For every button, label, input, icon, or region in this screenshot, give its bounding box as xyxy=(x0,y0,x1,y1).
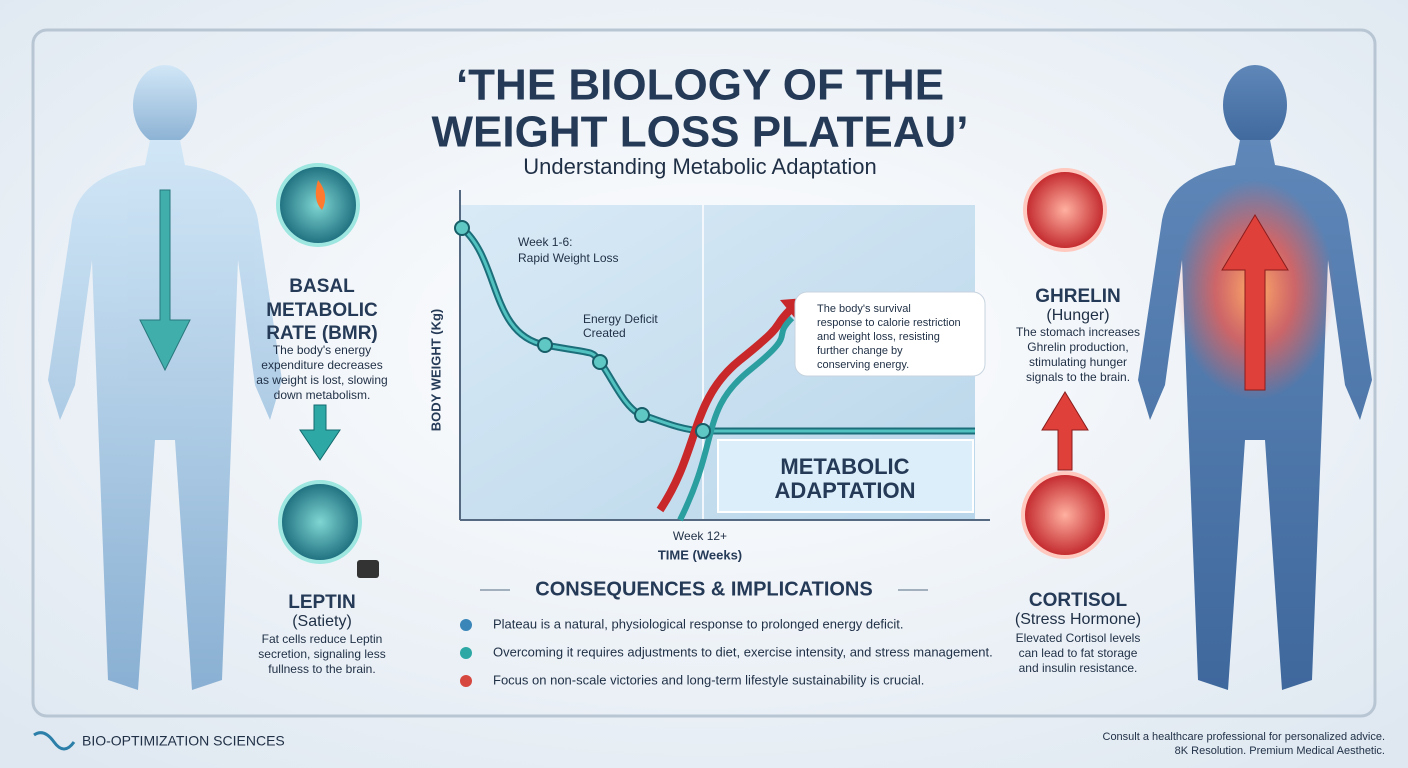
cortisol-text: and insulin resistance. xyxy=(1019,661,1138,675)
callout-text: response to calorie restriction xyxy=(817,317,961,329)
right-figure xyxy=(1138,65,1372,690)
leptin-text: fullness to the brain. xyxy=(268,662,375,676)
cortisol-text: Elevated Cortisol levels xyxy=(1016,631,1141,645)
leptin-title: LEPTIN xyxy=(288,592,356,613)
ghrelin-title: (Hunger) xyxy=(1046,307,1109,324)
bullet xyxy=(460,675,472,687)
consequence-item: Plateau is a natural, physiological resp… xyxy=(493,616,903,631)
callout-text: conserving energy. xyxy=(817,359,909,371)
cortisol-title: (Stress Hormone) xyxy=(1015,611,1141,628)
consequence-item: Focus on non-scale victories and long-te… xyxy=(493,672,924,687)
callout xyxy=(794,291,986,377)
y-axis-label: BODY WEIGHT (Kg) xyxy=(428,309,443,432)
leptin-text: secretion, signaling less xyxy=(258,647,385,661)
down-arrow xyxy=(299,404,341,461)
ghrelin-title: GHRELIN xyxy=(1035,286,1121,307)
rising-arrow xyxy=(677,315,795,522)
bmr-title: METABOLIC xyxy=(266,300,378,321)
ghrelin-text: signals to the brain. xyxy=(1026,370,1130,384)
brand-logo xyxy=(33,731,76,751)
x-marker: Week 12+ xyxy=(673,529,727,543)
curve-points xyxy=(454,220,711,439)
bullet xyxy=(460,647,472,659)
phase-label: Created xyxy=(583,326,626,340)
ghrelin-text: stimulating hunger xyxy=(1029,355,1127,369)
leptin-text: Fat cells reduce Leptin xyxy=(262,632,383,646)
cortisol-title: CORTISOL xyxy=(1029,590,1128,611)
left-figure xyxy=(48,65,282,690)
bmr-text: expenditure decreases xyxy=(261,358,382,372)
cortisol-icon xyxy=(1021,471,1109,559)
bmr-text: The body's energy xyxy=(273,343,371,357)
ghrelin-text: Ghrelin production, xyxy=(1027,340,1128,354)
bmr-title: RATE (BMR) xyxy=(266,323,378,344)
brand: BIO-OPTIMIZATION SCIENCES xyxy=(82,733,285,749)
lock-icon xyxy=(357,560,379,578)
ghrelin-text: The stomach increases xyxy=(1016,325,1140,339)
callout-text: and weight loss, resisting xyxy=(817,331,940,343)
title: ‘THE BIOLOGY OF THE xyxy=(456,61,944,110)
callout-text: further change by xyxy=(817,345,903,357)
rising-arrow xyxy=(656,307,793,513)
graph: METABOLIC ADAPTATION The body's survival… xyxy=(428,190,990,562)
adaptation-label: ADAPTATION xyxy=(775,478,916,503)
subtitle: Understanding Metabolic Adaptation xyxy=(523,154,876,179)
footer-note: Consult a healthcare professional for pe… xyxy=(1103,731,1386,743)
footer-note: 8K Resolution. Premium Medical Aesthetic… xyxy=(1175,745,1385,757)
callout-text: The body's survival xyxy=(817,303,911,315)
phase-label: Energy Deficit xyxy=(583,312,658,326)
x-axis-label: TIME (Weeks) xyxy=(658,547,742,562)
adaptation-box xyxy=(717,439,974,513)
consequences-title: CONSEQUENCES & IMPLICATIONS xyxy=(535,578,872,600)
flame-icon xyxy=(315,180,326,210)
frame xyxy=(31,28,1377,718)
bmr-title: BASAL xyxy=(289,276,355,297)
ghrelin-icon xyxy=(1023,168,1107,252)
title: WEIGHT LOSS PLATEAU’ xyxy=(432,108,969,157)
bmr-text: as weight is lost, slowing xyxy=(256,373,387,387)
cortisol-text: can lead to fat storage xyxy=(1019,646,1138,660)
bmr-text: down metabolism. xyxy=(274,388,371,402)
phase-label: Week 1-6: xyxy=(518,235,572,249)
phase-label: Rapid Weight Loss xyxy=(518,251,619,265)
up-arrow xyxy=(1041,391,1089,471)
leptin-title: (Satiety) xyxy=(292,613,352,630)
consequence-item: Overcoming it requires adjustments to di… xyxy=(493,644,993,659)
leptin-icon xyxy=(278,480,362,564)
bullet xyxy=(460,619,472,631)
adaptation-label: METABOLIC xyxy=(780,454,909,479)
bmr-icon xyxy=(276,163,360,247)
